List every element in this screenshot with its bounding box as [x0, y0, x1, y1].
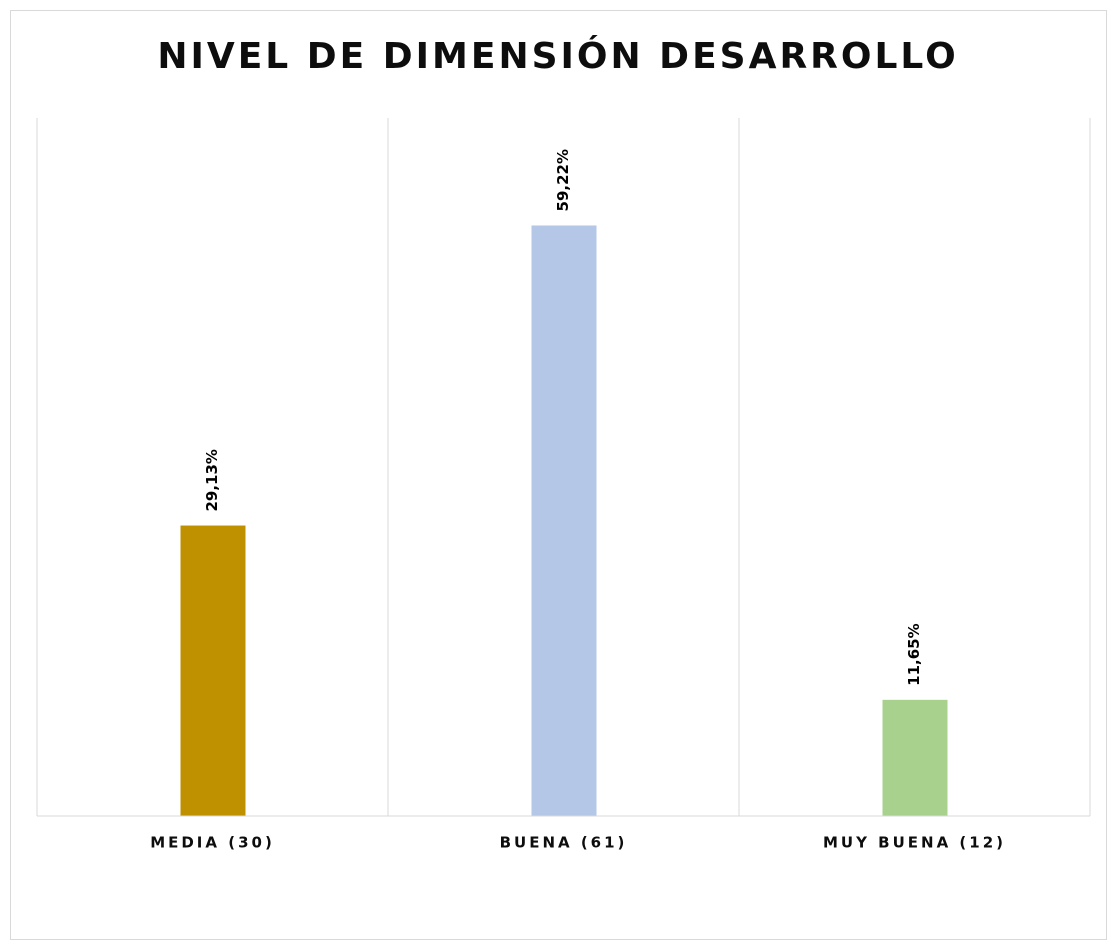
bar [882, 699, 948, 816]
data-label: 11,65% [905, 623, 923, 685]
bar [531, 225, 597, 816]
x-tick-label: MUY BUENA (12) [823, 834, 1006, 852]
chart-title: NIVEL DE DIMENSIÓN DESARROLLO [157, 35, 958, 77]
bar [180, 525, 246, 816]
x-tick-label: BUENA (61) [500, 834, 628, 852]
x-tick-label: MEDIA (30) [150, 834, 275, 852]
data-label: 29,13% [203, 449, 221, 511]
data-label: 59,22% [554, 149, 572, 211]
